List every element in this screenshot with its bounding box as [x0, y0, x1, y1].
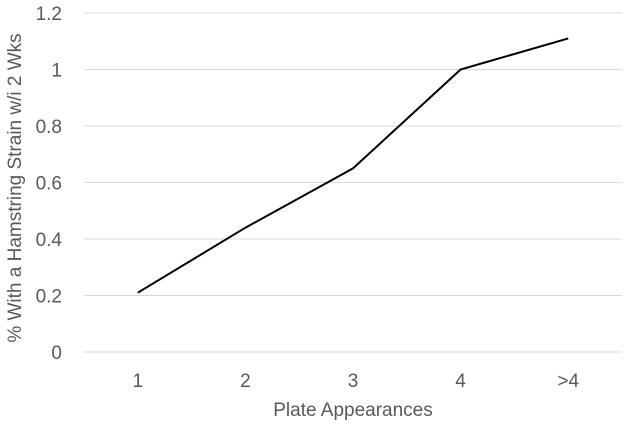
- y-tick-label: 0.8: [36, 117, 62, 138]
- y-tick-label: 1.2: [36, 4, 62, 25]
- x-axis-tick-labels: 1 2 3 4 >4: [133, 371, 580, 392]
- y-axis-title: % With a Hamstring Strain w/i 2 Wks: [5, 33, 26, 342]
- x-tick-label: >4: [557, 371, 579, 392]
- y-axis-tick-labels: 0 0.2 0.4 0.6 0.8 1 1.2: [36, 4, 63, 364]
- x-axis-title: Plate Appearances: [273, 400, 433, 421]
- y-tick-label: 0.6: [36, 174, 62, 195]
- x-tick-label: 4: [455, 371, 466, 392]
- y-tick-label: 0.2: [36, 287, 62, 308]
- y-tick-label: 0.4: [36, 230, 63, 251]
- y-tick-label: 0: [51, 343, 62, 364]
- x-tick-label: 1: [133, 371, 144, 392]
- y-tick-label: 1: [51, 61, 62, 82]
- series-line: [137, 37, 569, 294]
- gridlines: [84, 12, 622, 353]
- x-tick-label: 3: [348, 371, 359, 392]
- series-layer: [137, 37, 569, 294]
- x-tick-label: 2: [240, 371, 251, 392]
